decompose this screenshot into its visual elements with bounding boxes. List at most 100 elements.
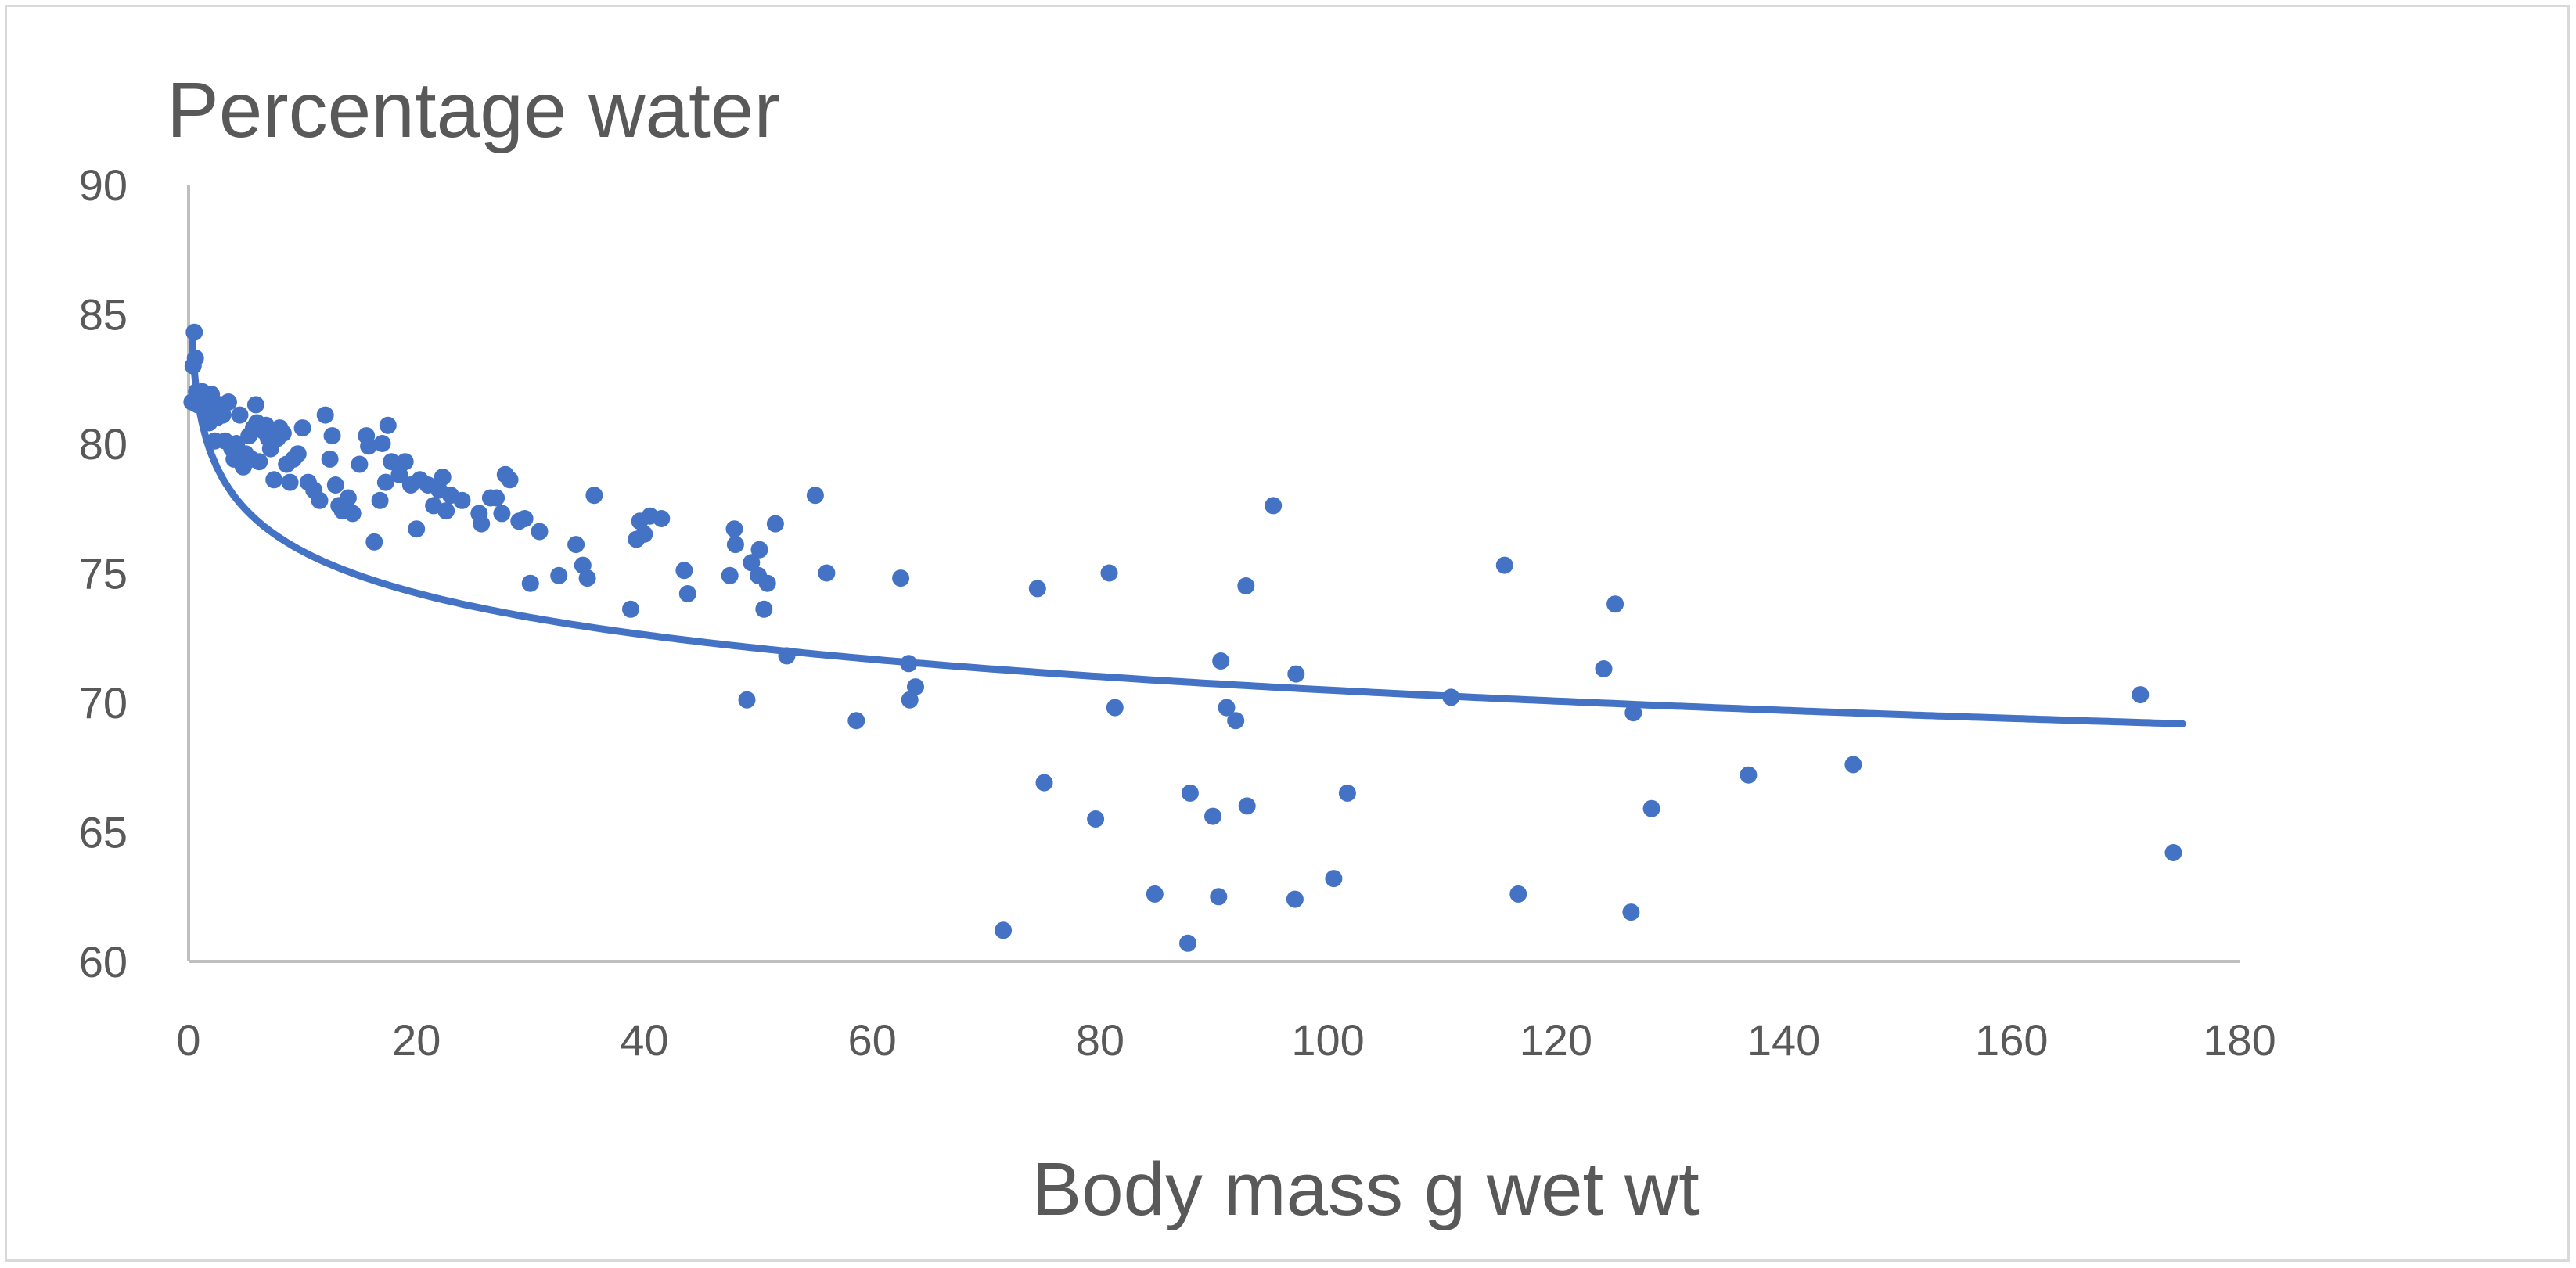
data-point	[1238, 797, 1256, 815]
data-point	[2132, 686, 2150, 704]
data-point	[1442, 688, 1460, 706]
data-point	[1622, 903, 1640, 921]
data-point	[281, 473, 299, 491]
data-point	[360, 437, 378, 455]
x-tick-label: 180	[2203, 1015, 2276, 1065]
data-point	[501, 471, 519, 489]
x-tick-label: 40	[620, 1015, 668, 1065]
data-point	[516, 510, 534, 527]
data-point	[371, 491, 389, 509]
data-point	[585, 487, 603, 505]
data-point	[755, 600, 773, 618]
data-point	[750, 541, 768, 559]
data-point	[326, 476, 344, 494]
data-point	[521, 574, 539, 592]
data-point	[365, 533, 383, 551]
data-point	[311, 491, 329, 509]
data-point	[900, 655, 918, 673]
data-point	[1606, 595, 1624, 613]
data-point	[1212, 652, 1230, 670]
data-point	[250, 453, 268, 471]
chart-frame	[5, 5, 2570, 1262]
data-point	[274, 424, 292, 442]
data-point	[653, 510, 671, 527]
y-tick-label: 75	[79, 549, 128, 598]
data-point	[1204, 807, 1221, 825]
x-tick-label: 160	[1975, 1015, 2048, 1065]
data-point	[550, 566, 568, 584]
x-tick-label: 0	[176, 1015, 200, 1065]
data-point	[725, 520, 743, 538]
data-point	[2164, 844, 2182, 861]
data-point	[379, 416, 397, 434]
data-point	[339, 489, 357, 507]
data-point	[743, 554, 761, 572]
data-point	[1146, 885, 1164, 903]
data-point	[574, 556, 592, 574]
data-point	[1100, 564, 1118, 582]
data-point	[376, 473, 394, 491]
data-point	[493, 505, 511, 523]
data-point	[473, 515, 491, 533]
axes: 60 65 70 75 80 85 90 0 20 40 60 80 100 120 140 160 180	[79, 160, 2276, 1065]
x-tick-label: 100	[1291, 1015, 1364, 1065]
data-point	[1844, 756, 1862, 774]
data-point	[434, 469, 452, 486]
data-point	[231, 406, 249, 424]
data-point	[1286, 890, 1304, 908]
data-point	[1179, 934, 1196, 952]
data-point	[1287, 665, 1305, 683]
data-point	[487, 489, 505, 507]
data-point	[726, 536, 744, 554]
data-point	[847, 712, 865, 730]
data-point	[1642, 799, 1660, 817]
data-point	[818, 564, 836, 582]
data-point	[185, 323, 203, 341]
y-tick-label: 65	[79, 808, 128, 857]
data-point	[1509, 885, 1527, 903]
data-point	[293, 419, 311, 437]
data-point	[390, 465, 408, 483]
data-point	[265, 471, 283, 489]
data-point	[901, 691, 919, 709]
x-tick-label: 140	[1747, 1015, 1820, 1065]
data-point	[246, 396, 264, 414]
data-point	[316, 406, 334, 424]
data-point	[1028, 580, 1046, 598]
data-point	[373, 435, 391, 452]
data-point	[186, 349, 204, 367]
data-point	[907, 678, 924, 696]
x-tick-label: 80	[1076, 1015, 1124, 1065]
trendline	[188, 336, 2186, 727]
data-point	[766, 515, 784, 533]
data-point	[1237, 577, 1255, 594]
data-point	[778, 647, 796, 665]
data-point	[1325, 870, 1343, 888]
data-point	[675, 562, 693, 580]
data-point	[1265, 497, 1283, 515]
y-tick-label: 70	[79, 678, 128, 727]
y-tick-label: 90	[79, 160, 128, 210]
data-point	[383, 453, 401, 471]
data-point	[622, 600, 639, 618]
data-point	[1338, 784, 1356, 802]
data-point	[1595, 660, 1613, 677]
data-point	[321, 450, 339, 468]
data-point	[892, 569, 910, 587]
data-point	[1227, 712, 1245, 730]
data-point	[635, 525, 653, 543]
data-point	[1218, 699, 1236, 717]
data-point	[1087, 810, 1105, 828]
data-point	[257, 416, 275, 434]
data-point	[1181, 784, 1199, 802]
x-tick-label: 20	[392, 1015, 441, 1065]
x-tick-label: 120	[1520, 1015, 1592, 1065]
data-point	[995, 921, 1013, 939]
data-point	[323, 427, 341, 445]
x-tick-label: 60	[848, 1015, 897, 1065]
data-point	[806, 487, 824, 505]
data-point	[344, 505, 362, 523]
data-point	[1210, 888, 1228, 906]
data-point	[578, 569, 596, 587]
